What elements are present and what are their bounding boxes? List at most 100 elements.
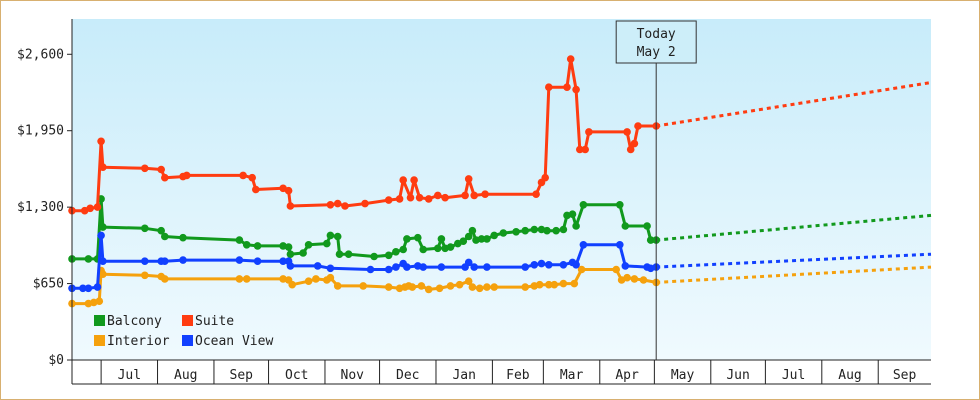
data-point-interior — [535, 280, 544, 289]
data-point-balcony — [512, 228, 520, 236]
data-point-balcony — [99, 223, 107, 231]
projection-line-ocean-view — [656, 252, 932, 269]
data-point-interior — [490, 283, 499, 291]
data-point-balcony — [616, 201, 624, 209]
data-point-suite — [326, 201, 335, 209]
data-point-interior — [545, 280, 553, 289]
legend-label-ocean-view: Ocean View — [195, 334, 273, 349]
data-point-balcony — [521, 226, 529, 235]
data-point-interior — [630, 275, 639, 283]
data-point-balcony — [414, 233, 422, 242]
data-point-interior — [483, 283, 491, 291]
data-point-interior — [359, 282, 368, 290]
data-point-ocean-view — [572, 261, 580, 269]
legend-label-balcony: Balcony — [107, 314, 162, 329]
data-point-suite — [182, 171, 191, 180]
data-point-interior — [455, 280, 464, 289]
data-point-ocean-view — [384, 265, 393, 274]
data-point-interior — [288, 280, 297, 289]
today-label-line2: May 2 — [637, 45, 676, 60]
data-point-ocean-view — [99, 257, 107, 266]
data-point-interior — [408, 283, 417, 291]
data-point-balcony — [384, 251, 393, 260]
data-point-interior — [468, 283, 477, 291]
data-point-balcony — [399, 245, 408, 254]
data-point-ocean-view — [84, 284, 93, 293]
x-tick-label: Jan — [452, 368, 475, 383]
plot-background — [72, 19, 931, 360]
data-point-suite — [461, 191, 469, 200]
data-point-ocean-view — [97, 231, 105, 240]
data-point-balcony — [419, 245, 428, 254]
data-point-interior — [475, 284, 484, 293]
data-point-interior — [424, 285, 433, 294]
x-tick-label: Jun — [726, 368, 749, 383]
data-point-balcony — [323, 239, 331, 248]
data-point-interior — [304, 277, 313, 286]
legend-label-suite: Suite — [195, 314, 234, 329]
data-point-interior — [559, 279, 568, 288]
data-point-suite — [626, 145, 635, 154]
data-point-ocean-view — [559, 261, 568, 269]
data-point-ocean-view — [366, 265, 375, 274]
x-tick-label: Apr — [615, 368, 639, 383]
data-point-interior — [612, 265, 620, 274]
x-tick-label: Mar — [560, 368, 584, 383]
y-tick-label: $0 — [48, 353, 64, 368]
data-point-balcony — [459, 237, 468, 245]
data-point-ocean-view — [235, 256, 244, 264]
data-point-ocean-view — [621, 262, 630, 270]
data-point-interior — [141, 271, 149, 280]
data-point-suite — [395, 195, 404, 203]
data-point-ocean-view — [326, 264, 335, 273]
data-point-balcony — [477, 235, 486, 243]
data-point-balcony — [483, 235, 491, 243]
data-point-suite — [572, 85, 580, 94]
data-point-interior — [235, 275, 244, 283]
today-marker: Today May 2 — [615, 20, 697, 360]
data-point-suite — [141, 164, 149, 173]
data-point-interior — [99, 270, 107, 279]
data-point-suite — [541, 173, 549, 182]
data-point-suite — [97, 137, 105, 146]
data-point-balcony — [326, 231, 335, 240]
data-point-interior — [521, 283, 529, 291]
data-point-balcony — [284, 243, 293, 251]
x-tick-label: Sep — [893, 368, 917, 383]
data-point-ocean-view — [253, 257, 262, 266]
data-point-balcony — [335, 250, 344, 258]
data-point-balcony — [403, 235, 411, 243]
projection-line-suite — [655, 81, 932, 128]
data-point-suite — [93, 203, 102, 211]
data-point-suite — [563, 83, 571, 91]
legend-swatch-balcony — [94, 315, 105, 326]
data-point-suite — [341, 202, 349, 210]
data-point-suite — [481, 190, 489, 198]
data-point-suite — [410, 176, 418, 184]
data-point-suite — [424, 195, 433, 203]
data-point-balcony — [299, 249, 307, 257]
data-point-balcony — [464, 232, 473, 241]
data-point-ocean-view — [141, 257, 149, 266]
data-point-suite — [630, 139, 639, 148]
projection-line-balcony — [656, 213, 932, 242]
data-point-balcony — [242, 241, 251, 249]
x-tick-label: Dec — [396, 368, 419, 383]
data-point-suite — [284, 186, 293, 195]
data-point-balcony — [344, 250, 353, 258]
data-point-interior — [161, 275, 169, 283]
data-point-interior — [446, 282, 455, 290]
data-point-balcony — [446, 243, 455, 251]
data-point-ocean-view — [79, 284, 87, 293]
data-point-suite — [532, 190, 540, 198]
data-point-suite — [239, 171, 247, 180]
data-point-ocean-view — [530, 261, 539, 269]
data-point-suite — [384, 196, 393, 204]
data-point-suite — [441, 193, 449, 202]
data-point-ocean-view — [470, 263, 479, 271]
legend: Balcony Suite Interior Ocean View — [94, 314, 273, 349]
data-point-balcony — [235, 236, 244, 244]
data-point-balcony — [84, 255, 93, 263]
data-point-suite — [566, 55, 575, 63]
